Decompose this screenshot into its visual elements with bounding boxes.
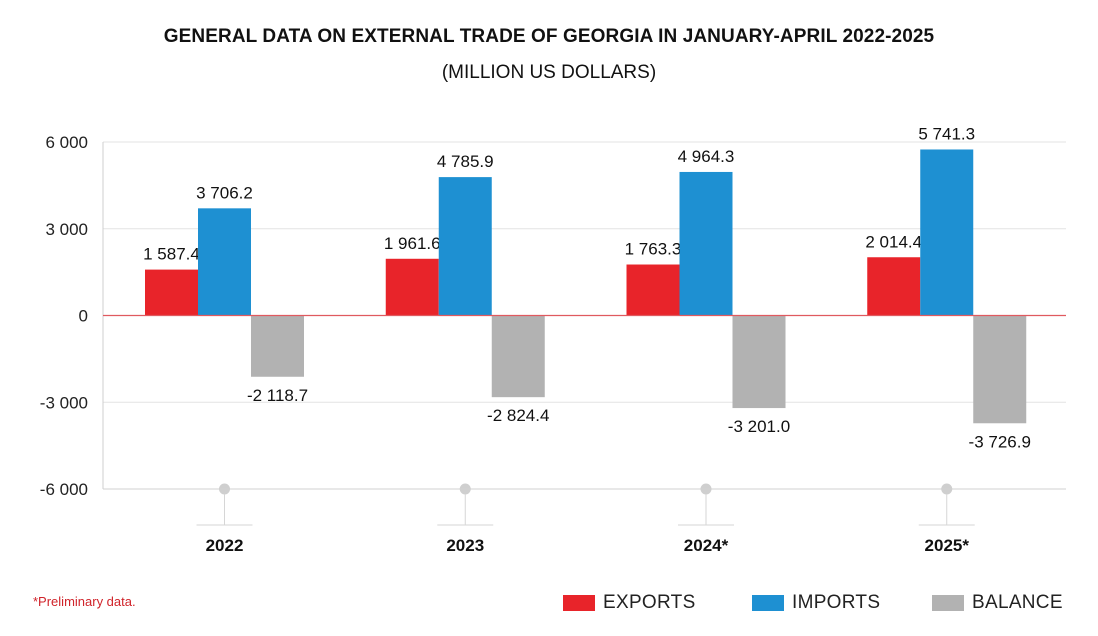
bar-exports [145, 269, 198, 316]
x-tick-label: 2023 [446, 536, 484, 555]
data-label-imports: 4 785.9 [437, 152, 494, 171]
y-tick-label: -6 000 [40, 480, 88, 499]
bar-imports [198, 208, 251, 316]
legend-label-exports: EXPORTS [603, 592, 696, 613]
bar-imports [438, 177, 492, 316]
y-tick-label: 3 000 [45, 220, 88, 239]
bar-balance [251, 315, 304, 377]
legend-swatch-balance [932, 595, 964, 611]
data-label-exports: 1 763.3 [625, 240, 682, 259]
x-tick-label: 2024* [684, 536, 729, 555]
x-tick-label: 2022 [206, 536, 244, 555]
y-tick-label: -3 000 [40, 393, 88, 412]
data-label-exports: 1 961.6 [384, 234, 441, 253]
bar-balance [732, 315, 786, 409]
y-tick-label: 0 [79, 307, 88, 326]
x-tick-label: 2025* [925, 536, 970, 555]
preliminary-data-footnote: *Preliminary data. [33, 594, 136, 609]
bar-exports [385, 258, 439, 316]
legend-label-imports: IMPORTS [792, 592, 881, 613]
legend-item-balance: BALANCE [932, 590, 1063, 616]
bar-exports [626, 264, 680, 316]
data-label-imports: 4 964.3 [678, 147, 735, 166]
legend-item-exports: EXPORTS [563, 590, 696, 616]
legend-item-imports: IMPORTS [752, 590, 880, 616]
data-label-balance: -2 824.4 [487, 406, 549, 425]
data-label-imports: 3 706.2 [196, 183, 253, 202]
data-label-balance: -3 726.9 [969, 432, 1031, 451]
data-label-exports: 1 587.4 [143, 245, 200, 264]
data-label-balance: -2 118.7 [247, 386, 308, 405]
chart-title: GENERAL DATA ON EXTERNAL TRADE OF GEORGI… [163, 26, 935, 47]
legend-swatch-imports [752, 595, 784, 611]
chart-subtitle: (MILLION US DOLLARS) [441, 62, 657, 83]
y-tick-label: 6 000 [45, 133, 88, 152]
bar-exports [867, 257, 921, 316]
bar-imports [679, 171, 733, 316]
legend-swatch-exports [563, 595, 595, 611]
bar-imports [920, 149, 974, 316]
legend-label-balance: BALANCE [972, 592, 1063, 613]
bar-balance [973, 315, 1027, 424]
data-label-balance: -3 201.0 [728, 417, 790, 436]
bar-balance [491, 315, 545, 398]
data-label-exports: 2 014.4 [865, 232, 922, 251]
data-label-imports: 5 741.3 [918, 124, 975, 143]
